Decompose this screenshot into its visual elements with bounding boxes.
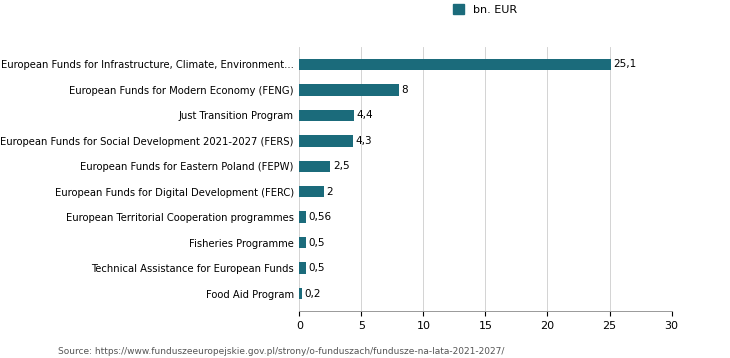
Bar [299,288,301,299]
Text: 8: 8 [401,85,407,95]
Text: 0,2: 0,2 [304,289,320,299]
Bar [299,84,399,96]
Text: 4,4: 4,4 [356,110,373,120]
Legend: bn. EUR: bn. EUR [453,4,518,15]
Bar [299,59,611,70]
Bar [299,160,330,172]
Bar [299,262,305,274]
Text: Source: https://www.funduszeeuropejskie.gov.pl/strony/o-funduszach/fundusze-na-l: Source: https://www.funduszeeuropejskie.… [58,347,504,357]
Text: 0,5: 0,5 [308,263,325,273]
Bar [299,237,305,248]
Bar [299,110,354,121]
Text: 25,1: 25,1 [613,59,637,69]
Bar [299,135,353,146]
Text: 2: 2 [326,187,333,197]
Bar [299,186,324,198]
Bar [299,212,307,223]
Text: 0,5: 0,5 [308,238,325,248]
Text: 0,56: 0,56 [309,212,332,222]
Text: 2,5: 2,5 [333,161,350,171]
Text: 4,3: 4,3 [355,136,372,146]
